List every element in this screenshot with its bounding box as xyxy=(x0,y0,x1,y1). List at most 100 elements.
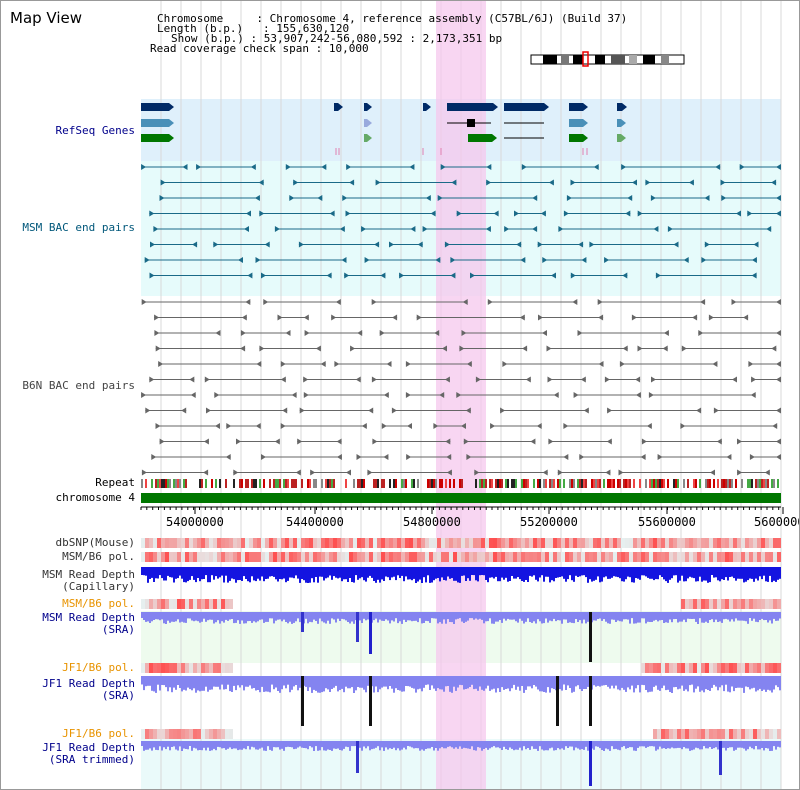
b6n-bac-pair-end xyxy=(463,438,469,445)
depth-bar xyxy=(519,567,521,580)
label-refseq-genes[interactable]: RefSeq Genes xyxy=(55,124,135,137)
pol-cell xyxy=(689,663,693,673)
pol-cell xyxy=(429,538,433,548)
pol-cell xyxy=(417,552,421,562)
b6n-bac-pair-end xyxy=(350,345,356,352)
pol-cell xyxy=(757,663,761,673)
depth-bar xyxy=(715,741,717,748)
depth-bar xyxy=(415,612,417,621)
pol-cell xyxy=(173,538,177,548)
pol-cell xyxy=(261,552,265,562)
depth-bar xyxy=(311,567,313,579)
depth-bar xyxy=(267,612,269,622)
pol-cell xyxy=(209,599,213,609)
read-depth-tracks[interactable] xyxy=(141,567,781,786)
pol-cell xyxy=(393,552,397,562)
repeat-mark xyxy=(593,479,595,488)
depth-bar xyxy=(325,612,327,624)
msm-bac-track[interactable] xyxy=(141,164,781,279)
repeat-mark xyxy=(577,479,579,488)
depth-bar xyxy=(369,741,371,751)
label-msm-b6-pol[interactable]: MSM/B6 pol. xyxy=(62,550,135,563)
pol-cell xyxy=(753,552,757,562)
b6n-bac-pair-end xyxy=(256,361,262,367)
msm-bac-pair-end xyxy=(650,195,656,201)
depth-bar xyxy=(383,741,385,751)
depth-bar xyxy=(587,741,589,751)
depth-bar xyxy=(579,676,581,690)
pol-cell xyxy=(733,663,737,673)
label-chromosome[interactable]: chromosome 4 xyxy=(55,491,135,504)
label-msm-read-depth-capillary[interactable]: MSM Read Depth (Capillary) xyxy=(42,568,135,593)
pol-cell xyxy=(657,729,661,739)
depth-bar xyxy=(211,612,213,620)
pol-cell xyxy=(401,538,405,548)
depth-bar xyxy=(711,741,713,749)
label-repeat[interactable]: Repeat xyxy=(95,476,135,489)
pol-cell xyxy=(177,552,181,562)
depth-bar xyxy=(255,741,257,750)
depth-bar xyxy=(513,676,515,685)
repeat-mark xyxy=(729,479,731,488)
depth-bar xyxy=(161,567,163,579)
repeat-track[interactable] xyxy=(141,479,779,488)
pol-cell xyxy=(377,538,381,548)
repeat-mark xyxy=(551,479,553,488)
pol-cell xyxy=(685,538,689,548)
depth-bar xyxy=(179,567,181,576)
depth-bar xyxy=(291,612,293,624)
depth-bar xyxy=(607,567,609,579)
label-b6n-bac[interactable]: B6N BAC end pairs xyxy=(22,379,135,392)
label-msm-bac[interactable]: MSM BAC end pairs xyxy=(22,221,135,234)
msm-bac-pair-end xyxy=(182,164,188,170)
polymorphism-tracks[interactable] xyxy=(141,538,781,739)
label-dbsnp[interactable]: dbSNP(Mouse) xyxy=(55,536,135,549)
depth-bar xyxy=(167,567,169,576)
refseq-genes-track[interactable] xyxy=(141,103,627,155)
label-msm-b6-pol-sra[interactable]: MSM/B6 pol. xyxy=(62,597,135,610)
msm-bac-pair-end xyxy=(578,241,584,248)
pol-cell xyxy=(425,552,429,562)
repeat-mark xyxy=(439,479,441,488)
depth-bar xyxy=(401,567,403,576)
pol-cell xyxy=(369,552,373,562)
b6n-bac-track[interactable] xyxy=(141,299,781,476)
depth-bar xyxy=(189,741,191,746)
depth-bar xyxy=(243,741,245,749)
pol-cell xyxy=(561,538,565,548)
label-msm-read-depth-sra[interactable]: MSM Read Depth (SRA) xyxy=(42,611,135,636)
pol-cell xyxy=(709,599,713,609)
chromosome-bar[interactable] xyxy=(141,493,781,503)
pol-cell xyxy=(697,552,701,562)
depth-bar xyxy=(561,612,563,624)
chromosome-ideogram[interactable] xyxy=(530,51,685,67)
msm-bac-pair-end xyxy=(621,164,627,170)
label-jf1-b6-pol[interactable]: JF1/B6 pol. xyxy=(62,661,135,674)
depth-bar xyxy=(575,612,577,619)
depth-bar xyxy=(687,676,689,692)
depth-bar xyxy=(229,567,231,581)
pol-cell xyxy=(205,729,209,739)
label-jf1-b6-pol-trimmed[interactable]: JF1/B6 pol. xyxy=(62,727,135,740)
repeat-mark xyxy=(709,479,711,488)
depth-bar xyxy=(235,567,237,583)
b6n-bac-pair-end xyxy=(356,454,362,460)
repeat-mark xyxy=(459,479,461,488)
depth-bar xyxy=(569,741,571,747)
label-jf1-read-depth-sra[interactable]: JF1 Read Depth (SRA) xyxy=(42,677,135,702)
depth-bar xyxy=(703,741,705,747)
depth-bar xyxy=(145,567,147,576)
label-jf1-read-depth-trimmed[interactable]: JF1 Read Depth (SRA trimmed) xyxy=(42,741,135,766)
gene-arrow xyxy=(544,103,549,111)
b6n-bac-pair-end xyxy=(336,438,342,445)
depth-bar xyxy=(195,741,197,749)
depth-bar xyxy=(399,612,401,622)
depth-bar xyxy=(501,741,503,750)
depth-bar xyxy=(619,676,621,691)
depth-bar xyxy=(587,676,589,687)
depth-bar xyxy=(239,567,241,580)
repeat-mark xyxy=(411,479,413,488)
depth-bar xyxy=(487,676,489,686)
depth-bar xyxy=(467,612,469,621)
